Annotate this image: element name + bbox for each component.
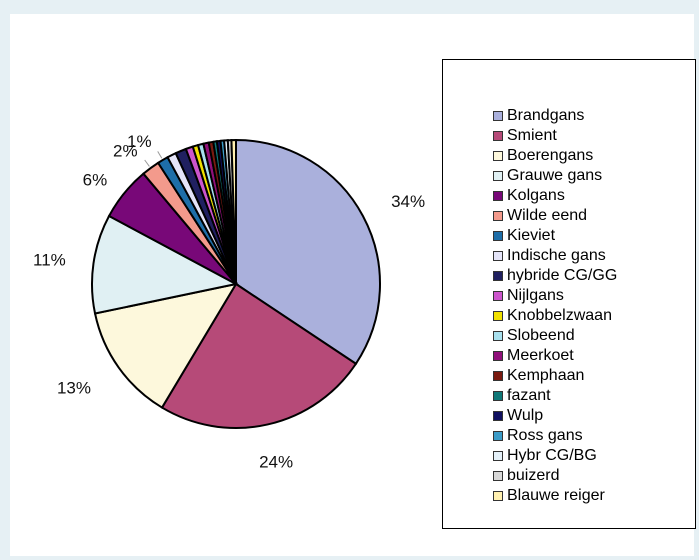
legend-label: Knobbelzwaan bbox=[507, 307, 612, 324]
legend-label: buizerd bbox=[507, 467, 560, 484]
legend-label: Kolgans bbox=[507, 187, 565, 204]
legend-swatch bbox=[493, 251, 503, 261]
legend-swatch bbox=[493, 351, 503, 361]
legend-label: Kieviet bbox=[507, 227, 556, 244]
legend-item-slobeend: Slobeend bbox=[493, 326, 617, 346]
legend-swatch bbox=[493, 431, 503, 441]
legend-item-kieviet: Kieviet bbox=[493, 226, 617, 246]
legend-item-blauwe-reiger: Blauwe reiger bbox=[493, 486, 617, 506]
legend-label: Slobeend bbox=[507, 327, 575, 344]
legend-swatch bbox=[493, 471, 503, 481]
legend-item-ross-gans: Ross gans bbox=[493, 426, 617, 446]
legend-label: Grauwe gans bbox=[507, 167, 603, 184]
pie-label-2pct: 2% bbox=[113, 141, 138, 160]
legend-label: Smient bbox=[507, 127, 557, 144]
legend-label: fazant bbox=[507, 387, 551, 404]
legend-swatch bbox=[493, 271, 503, 281]
pie-label-1pct: 1% bbox=[127, 132, 152, 151]
legend-label: Brandgans bbox=[507, 107, 585, 124]
legend-item-kolgans: Kolgans bbox=[493, 186, 617, 206]
legend-item-wulp: Wulp bbox=[493, 406, 617, 426]
legend-item-hybr-cg-bg: Hybr CG/BG bbox=[493, 446, 617, 466]
legend-item-grauwe-gans: Grauwe gans bbox=[493, 166, 617, 186]
legend-swatch bbox=[493, 211, 503, 221]
legend-swatch bbox=[493, 111, 503, 121]
legend-label: Ross gans bbox=[507, 427, 583, 444]
pie-leader-line bbox=[144, 159, 150, 167]
legend-swatch bbox=[493, 231, 503, 241]
legend-swatch bbox=[493, 151, 503, 161]
legend-swatch bbox=[493, 131, 503, 141]
legend-item-buizerd: buizerd bbox=[493, 466, 617, 486]
pie-slice-boerengans bbox=[93, 282, 239, 409]
pie-label-13pct: 13% bbox=[57, 378, 91, 397]
legend-item-knobbelzwaan: Knobbelzwaan bbox=[493, 306, 617, 326]
legend-item-meerkoet: Meerkoet bbox=[493, 346, 617, 366]
legend-label: Wilde eend bbox=[507, 207, 588, 224]
legend-label: Nijlgans bbox=[507, 287, 564, 304]
pie-label-24pct: 24% bbox=[259, 453, 293, 472]
legend-list: Brandgans Smient Boerengans Grauwe gans Kolg… bbox=[493, 106, 617, 506]
legend-swatch bbox=[493, 171, 503, 181]
legend-swatch bbox=[493, 191, 503, 201]
legend-item-indische-gans: Indische gans bbox=[493, 246, 617, 266]
legend-swatch bbox=[493, 491, 503, 501]
legend-item-wilde-eend: Wilde eend bbox=[493, 206, 617, 226]
pie-slice-grauwe-gans bbox=[91, 214, 239, 315]
pie-slice-smient bbox=[160, 282, 358, 429]
legend-label: Boerengans bbox=[507, 147, 594, 164]
legend-swatch bbox=[493, 411, 503, 421]
pie-slice-blauwe-reiger bbox=[230, 138, 237, 285]
legend-item-hybride-cg-gg: hybride CG/GG bbox=[493, 266, 617, 286]
pie-leader-line bbox=[157, 151, 163, 159]
legend-item-nijlgans: Nijlgans bbox=[493, 286, 617, 306]
legend-label: Kemphaan bbox=[507, 367, 585, 384]
legend-item-boerengans: Boerengans bbox=[493, 146, 617, 166]
legend-swatch bbox=[493, 311, 503, 321]
legend: Brandgans Smient Boerengans Grauwe gans Kolg… bbox=[442, 59, 696, 529]
pie-label-6pct: 6% bbox=[83, 170, 108, 189]
pie-chart: 34% 24% 13% 11% 6% 2%1% bbox=[33, 132, 425, 472]
legend-label: Blauwe reiger bbox=[507, 487, 605, 504]
legend-swatch bbox=[493, 291, 503, 301]
legend-item-kemphaan: Kemphaan bbox=[493, 366, 617, 386]
pie-label-34pct: 34% bbox=[391, 192, 425, 211]
legend-label: Wulp bbox=[507, 407, 544, 424]
legend-swatch bbox=[493, 331, 503, 341]
legend-swatch bbox=[493, 371, 503, 381]
legend-label: Meerkoet bbox=[507, 347, 574, 364]
pie-label-11pct: 11% bbox=[33, 251, 66, 270]
legend-item-brandgans: Brandgans bbox=[493, 106, 617, 126]
legend-label: hybride CG/GG bbox=[507, 267, 618, 284]
legend-item-fazant: fazant bbox=[493, 386, 617, 406]
legend-item-smient: Smient bbox=[493, 126, 617, 146]
legend-label: Hybr CG/BG bbox=[507, 447, 597, 464]
legend-swatch bbox=[493, 451, 503, 461]
legend-swatch bbox=[493, 391, 503, 401]
legend-label: Indische gans bbox=[507, 247, 606, 264]
chart-frame: 34% 24% 13% 11% 6% 2% 1% Brandgans Smient Boeren… bbox=[10, 14, 696, 556]
